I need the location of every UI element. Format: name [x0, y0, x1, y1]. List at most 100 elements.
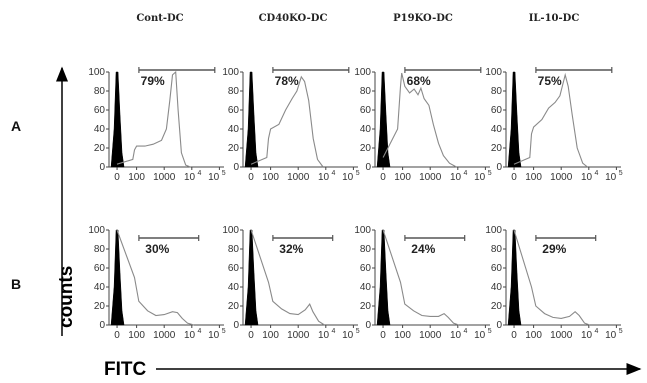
y-tick-label: 100 [485, 67, 502, 78]
y-tick-label: 20 [228, 143, 240, 154]
column-header-1: Cont-DC [136, 13, 183, 24]
x-tick-label: 100 [128, 172, 145, 183]
y-tick-label: 20 [360, 143, 372, 154]
x-tick-label: 10 [474, 172, 486, 183]
y-tick-label: 100 [354, 225, 371, 236]
gate-percent: 78% [275, 74, 299, 88]
y-tick-label: 0 [99, 320, 105, 331]
y-tick-label: 80 [360, 86, 372, 97]
x-tick-label: 5 [356, 328, 360, 335]
x-tick-label: 100 [262, 330, 279, 341]
x-tick-label: 10 [450, 172, 462, 183]
y-tick-label: 100 [485, 225, 502, 236]
y-tick-label: 0 [496, 162, 502, 173]
column-header-4: IL-10-DC [529, 13, 580, 24]
control-peak [244, 229, 259, 326]
x-tick-label: 10 [184, 330, 196, 341]
y-tick-label: 100 [354, 67, 371, 78]
y-tick-label: 20 [228, 301, 240, 312]
x-tick-label: 10 [450, 330, 462, 341]
x-tick-label: 4 [198, 328, 202, 335]
x-tick-label: 100 [394, 172, 411, 183]
y-tick-label: 100 [88, 67, 105, 78]
gate-percent: 68% [407, 74, 431, 88]
x-tick-label: 100 [128, 330, 145, 341]
y-tick-label: 100 [88, 225, 105, 236]
x-tick-label: 0 [114, 172, 120, 183]
sample-curve [382, 72, 457, 168]
x-tick-label: 5 [222, 328, 226, 335]
x-tick-label: 0 [380, 330, 386, 341]
x-tick-label: 4 [198, 170, 202, 177]
column-header-2: CD40KO-DC [259, 13, 328, 24]
sample-curve [513, 229, 591, 326]
x-axis-label: FITC [104, 359, 146, 380]
y-tick-label: 0 [99, 162, 105, 173]
y-tick-label: 0 [233, 162, 239, 173]
y-tick-label: 60 [228, 263, 240, 274]
y-tick-label: 80 [491, 86, 503, 97]
x-tick-label: 10 [184, 172, 196, 183]
x-tick-label: 100 [525, 330, 542, 341]
x-tick-label: 0 [248, 172, 254, 183]
y-tick-label: 60 [360, 263, 372, 274]
y-tick-label: 20 [491, 143, 503, 154]
x-tick-label: 1000 [287, 330, 310, 341]
sample-curve [116, 70, 191, 168]
sample-curve [382, 229, 460, 326]
gate-percent: 29% [542, 242, 566, 256]
x-tick-label: 0 [114, 330, 120, 341]
control-peak [376, 229, 391, 326]
y-tick-label: 60 [94, 263, 106, 274]
x-tick-label: 5 [488, 328, 492, 335]
control-peak [376, 71, 391, 168]
x-tick-label: 10 [342, 172, 354, 183]
x-tick-label: 1000 [419, 172, 442, 183]
y-tick-label: 40 [360, 282, 372, 293]
x-tick-label: 0 [511, 330, 517, 341]
control-peak [110, 71, 125, 168]
x-tick-label: 10 [318, 172, 330, 183]
y-tick-label: 0 [365, 162, 371, 173]
x-tick-label: 5 [222, 170, 226, 177]
row-label-b: B [11, 276, 21, 292]
x-tick-label: 100 [262, 172, 279, 183]
sample-curve [116, 229, 195, 326]
y-tick-label: 60 [491, 105, 503, 116]
y-tick-label: 40 [360, 124, 372, 135]
y-tick-label: 80 [491, 244, 503, 255]
y-tick-label: 80 [94, 86, 106, 97]
x-tick-label: 10 [474, 330, 486, 341]
column-header-3: P19KO-DC [393, 13, 453, 24]
x-tick-label: 4 [595, 170, 599, 177]
y-tick-label: 40 [228, 282, 240, 293]
x-tick-label: 10 [581, 172, 593, 183]
y-tick-label: 40 [228, 124, 240, 135]
x-tick-label: 10 [605, 330, 617, 341]
control-peak [507, 71, 522, 168]
y-tick-label: 60 [228, 105, 240, 116]
y-tick-label: 100 [222, 225, 239, 236]
y-tick-label: 80 [94, 244, 106, 255]
y-tick-label: 0 [233, 320, 239, 331]
y-tick-label: 40 [491, 282, 503, 293]
y-tick-label: 80 [360, 244, 372, 255]
x-tick-label: 4 [332, 170, 336, 177]
x-tick-label: 1000 [550, 172, 573, 183]
x-tick-label: 10 [605, 172, 617, 183]
control-peak [507, 229, 522, 326]
x-tick-label: 10 [581, 330, 593, 341]
y-axis-label: counts [56, 266, 77, 328]
y-tick-label: 80 [228, 244, 240, 255]
x-tick-label: 1000 [287, 172, 310, 183]
x-tick-label: 10 [208, 330, 220, 341]
x-tick-label: 5 [619, 328, 623, 335]
gate-percent: 30% [145, 242, 169, 256]
y-tick-label: 100 [222, 67, 239, 78]
y-tick-label: 20 [94, 301, 106, 312]
